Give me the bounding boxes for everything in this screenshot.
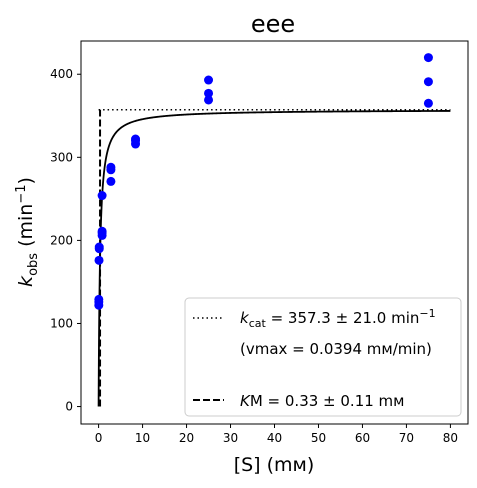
plot-area (94, 53, 451, 407)
x-tick-label: 0 (95, 431, 103, 445)
x-tick-label: 70 (399, 431, 414, 445)
y-axis-label-unit: (min (15, 204, 37, 253)
data-point (106, 176, 116, 186)
y-axis-label: kobs (min−1) (14, 177, 41, 287)
data-point (94, 242, 104, 252)
x-tick-label: 20 (179, 431, 194, 445)
y-axis-label-main: k (15, 275, 37, 287)
x-tick-label: 40 (267, 431, 282, 445)
legend-entry-km: KM = 0.33 ± 0.11 mм (240, 392, 405, 410)
data-point (423, 98, 433, 108)
y-tick-label: 0 (65, 400, 73, 414)
legend-entry-vmax: (vmax = 0.0394 mм/min) (240, 340, 432, 358)
y-axis-label-sub: obs (26, 253, 41, 276)
data-point (204, 88, 214, 98)
legend-box (184, 297, 462, 417)
x-axis-label: [S] (mм) (234, 454, 315, 476)
legend-entry-kcat: kcat = 357.3 ± 21.0 min−1 (240, 307, 436, 330)
data-point (97, 191, 107, 201)
data-point (204, 95, 214, 105)
y-axis-label-unit-close: ) (15, 177, 37, 184)
data-point (204, 75, 214, 85)
x-tick-label: 50 (311, 431, 326, 445)
data-point (94, 294, 104, 304)
fit-curve (97, 110, 451, 407)
x-tick-label: 30 (223, 431, 238, 445)
data-point (131, 134, 141, 144)
data-point (94, 255, 104, 265)
y-tick-label: 100 (50, 316, 73, 330)
data-point (423, 77, 433, 87)
x-axis: 0 10 20 30 40 50 60 70 80 (95, 424, 458, 445)
data-points (94, 53, 433, 310)
y-tick-label: 300 (50, 150, 73, 164)
y-axis-label-unit-sup: −1 (14, 184, 29, 203)
legend: kcat = 357.3 ± 21.0 min−1 (vmax = 0.0394… (184, 297, 462, 417)
data-point (423, 53, 433, 63)
y-axis: 0 100 200 300 400 (50, 67, 81, 414)
x-tick-label: 60 (355, 431, 370, 445)
x-tick-label: 80 (443, 431, 458, 445)
x-tick-label: 10 (135, 431, 150, 445)
data-point (106, 162, 116, 172)
y-tick-label: 400 (50, 67, 73, 81)
chart-title: eee (251, 10, 295, 38)
y-tick-label: 200 (50, 233, 73, 247)
data-point (97, 226, 107, 236)
